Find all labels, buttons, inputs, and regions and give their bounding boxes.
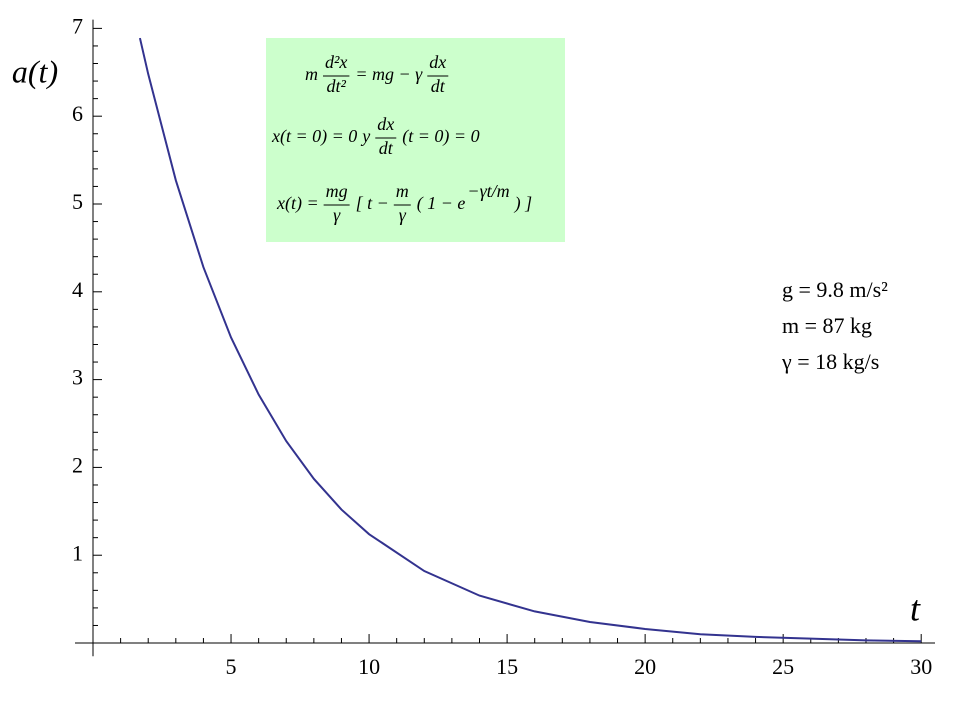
- parameter: m = 87 kg: [782, 313, 872, 338]
- equation-denominator: γ: [333, 205, 341, 225]
- parameter: g = 9.8 m/s²: [782, 277, 888, 302]
- equation-text: y: [360, 126, 370, 146]
- x-tick-label: 10: [358, 654, 380, 679]
- y-axis-label: a(t): [12, 53, 58, 89]
- data-line: [138, 37, 922, 643]
- equation-text: m: [305, 64, 318, 84]
- equation-text: ) ]: [514, 193, 533, 214]
- y-tick-label: 3: [72, 365, 83, 390]
- equation-text: [ t −: [356, 193, 389, 213]
- x-tick-label: 15: [496, 654, 518, 679]
- equation-numerator: dx: [377, 114, 394, 134]
- equation-numerator: d²x: [325, 52, 347, 72]
- parameter: γ = 18 kg/s: [781, 349, 879, 374]
- x-tick-label: 5: [226, 654, 237, 679]
- equation-denominator: dt²: [326, 76, 346, 96]
- equation-denominator: γ: [399, 205, 407, 225]
- x-axis-label: t: [910, 588, 921, 628]
- equation-numerator: m: [396, 181, 409, 201]
- equation-denominator: dt: [431, 76, 446, 96]
- equation-text: = mg − γ: [355, 64, 423, 84]
- equation-superscript: −γt/m: [467, 181, 509, 201]
- y-tick-label: 2: [72, 452, 83, 477]
- y-tick-label: 5: [72, 189, 83, 214]
- equation-box: [266, 38, 565, 242]
- equation-text: ( 1 − e: [417, 193, 466, 214]
- x-tick-label: 30: [910, 654, 932, 679]
- equation-text: (t = 0) = 0: [402, 126, 479, 147]
- equation-text: x(t = 0) = 0: [271, 126, 357, 147]
- y-tick-label: 6: [72, 101, 83, 126]
- equation-text: x(t) =: [276, 193, 319, 214]
- y-tick-label: 7: [72, 13, 83, 38]
- x-tick-label: 25: [772, 654, 794, 679]
- equation-denominator: dt: [379, 138, 394, 158]
- x-tick-label: 20: [634, 654, 656, 679]
- equation-numerator: dx: [429, 52, 446, 72]
- y-tick-label: 4: [72, 277, 83, 302]
- equation-numerator: mg: [326, 181, 348, 201]
- y-tick-label: 1: [72, 540, 83, 565]
